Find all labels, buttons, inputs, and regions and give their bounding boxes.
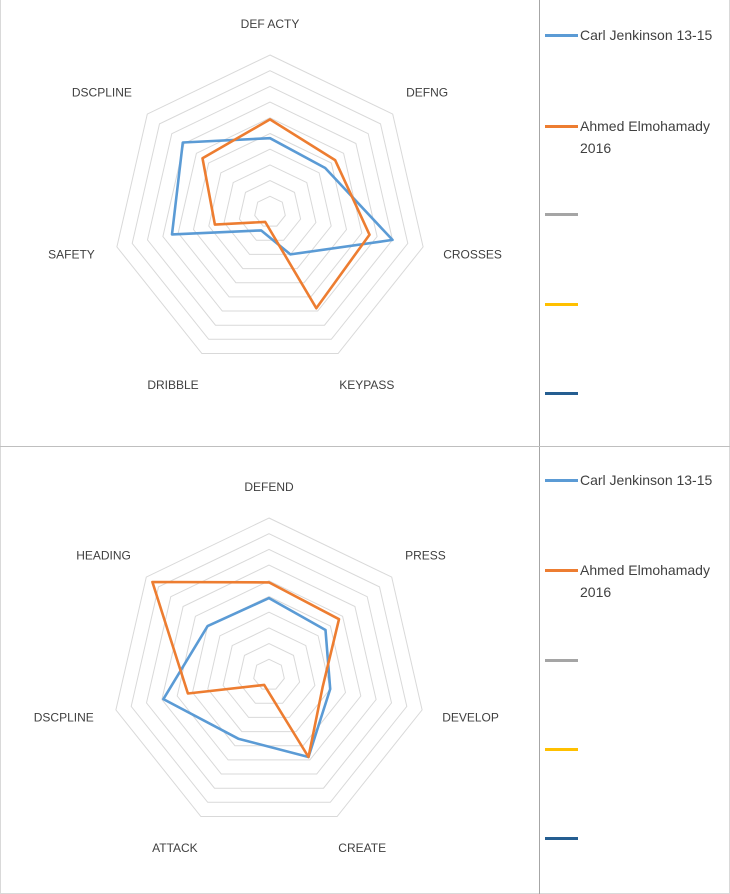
- axis-label: SAFETY: [48, 248, 95, 262]
- grid-ring: [207, 611, 331, 733]
- axis-label: CREATE: [338, 841, 386, 855]
- axis-label: PRESS: [405, 548, 446, 562]
- legend-swatch: [545, 392, 578, 395]
- radar-chart-bottom[interactable]: DEFEND PRESS DEVELOP CREATE ATTACK DSCPLINE HE…: [0, 447, 730, 893]
- axis-label: DEFNG: [406, 85, 448, 99]
- grid-ring: [237, 643, 301, 704]
- grid-ring: [223, 164, 317, 255]
- radar-chart-top[interactable]: DEF ACTY DEFNG CROSSES KEYPASS DRIBBLE SAFETY…: [0, 0, 730, 446]
- grid-ring: [238, 180, 302, 241]
- legend-swatch: [545, 748, 578, 751]
- series-line[interactable]: [162, 596, 332, 759]
- grid-ring: [161, 564, 377, 775]
- series-line[interactable]: [151, 580, 341, 759]
- axis-label: DEVELOP: [442, 711, 499, 725]
- grid-ring: [192, 132, 348, 284]
- legend-label: Carl Jenkinson 13-15: [580, 472, 713, 488]
- radar-plot-bottom[interactable]: DEFEND PRESS DEVELOP CREATE ATTACK DSCPLINE HE…: [0, 447, 540, 893]
- legend-label: Ahmed Elmohamady 2016: [580, 118, 710, 156]
- grid-ring: [254, 195, 286, 227]
- grid-ring: [176, 580, 362, 761]
- grid-ring: [222, 627, 316, 718]
- grid-ring: [177, 117, 363, 298]
- legend-swatch: [545, 125, 578, 128]
- grid-ring: [191, 595, 347, 747]
- grid-ring: [253, 658, 285, 690]
- series-line[interactable]: [201, 118, 371, 310]
- axis-label: DSCPLINE: [72, 85, 132, 99]
- axis-label: HEADING: [76, 548, 131, 562]
- axis-label: DRIBBLE: [147, 378, 198, 392]
- legend-label: Ahmed Elmohamady 2016: [580, 562, 710, 600]
- grid-ring: [131, 70, 409, 340]
- axis-label: DSCPLINE: [34, 711, 94, 725]
- legend-swatch: [545, 303, 578, 306]
- radar-grid: [116, 54, 424, 354]
- axis-label: ATTACK: [152, 841, 198, 855]
- series-line[interactable]: [170, 136, 394, 256]
- grid-ring: [208, 148, 332, 270]
- axis-label: DEF ACTY: [241, 17, 300, 31]
- radar-grid: [115, 517, 423, 817]
- grid-ring: [115, 517, 423, 817]
- legend-swatch: [545, 569, 578, 572]
- axis-label: DEFEND: [244, 480, 294, 494]
- axis-label: KEYPASS: [339, 378, 394, 392]
- legend-swatch: [545, 837, 578, 840]
- legend-swatch: [545, 479, 578, 482]
- legend-divider: [539, 0, 540, 894]
- grid-ring: [116, 54, 424, 354]
- legend-swatch: [545, 34, 578, 37]
- legend-swatch: [545, 659, 578, 662]
- chart-divider: [0, 446, 730, 447]
- grid-ring: [130, 533, 408, 803]
- legend-swatch: [545, 213, 578, 216]
- chart-frame-left: [0, 0, 1, 894]
- grid-ring: [146, 85, 394, 326]
- grid-ring: [145, 548, 393, 789]
- radar-plot-top[interactable]: DEF ACTY DEFNG CROSSES KEYPASS DRIBBLE SAFETY…: [0, 0, 540, 446]
- axis-label: CROSSES: [443, 248, 502, 262]
- legend-label: Carl Jenkinson 13-15: [580, 27, 713, 43]
